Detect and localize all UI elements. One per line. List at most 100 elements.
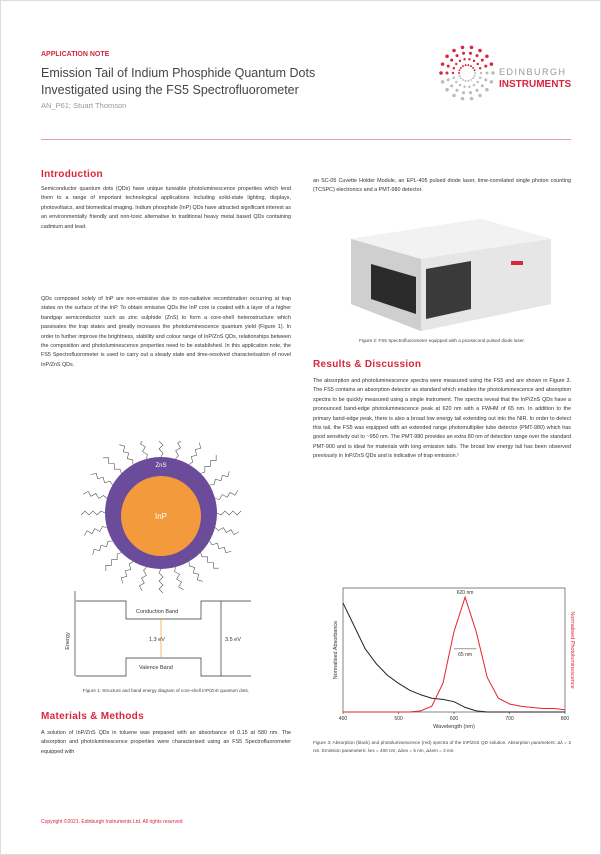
logo-dot	[461, 97, 465, 101]
logo-dot	[441, 80, 445, 84]
logo-dot	[470, 97, 474, 101]
logo-dot	[462, 79, 464, 81]
ligand	[119, 445, 133, 465]
spectrum-line	[343, 603, 565, 712]
paragraph: A solution of InP/ZnS QDs in toluene was…	[41, 729, 291, 757]
ligand	[201, 455, 217, 473]
logo-dot	[460, 67, 462, 69]
ligand	[91, 473, 113, 485]
x-tick-label: 700	[505, 716, 514, 722]
title: Emission Tail of Indium Phosphide Quantu…	[41, 66, 315, 80]
conduction-label: Conduction Band	[136, 609, 178, 615]
heading: Results & Discussion	[313, 359, 421, 370]
logo-dot	[461, 46, 465, 50]
ligand	[84, 527, 107, 536]
ligand	[103, 458, 121, 474]
y2-axis-label: Normalised Photoluminescence	[569, 611, 575, 688]
logo-dot	[478, 94, 482, 98]
heading: Introduction	[41, 169, 103, 180]
logo-dot	[485, 71, 488, 74]
logo-dot	[470, 65, 472, 67]
logo-text: EDINBURGH	[499, 67, 567, 77]
ligand	[215, 527, 239, 534]
logo-dot	[468, 86, 470, 88]
logo-dot	[476, 63, 478, 65]
logo-dot	[485, 88, 489, 92]
title: Investigated using the FS5 Spectrofluoro…	[41, 83, 299, 97]
logo-dot	[467, 64, 469, 66]
logo-dot	[472, 77, 474, 79]
shell-label: ZnS	[155, 463, 166, 469]
logo-dot	[468, 58, 470, 60]
logo-dot	[475, 89, 478, 92]
logo-dot	[453, 67, 455, 69]
x-tick-label: 800	[561, 716, 570, 722]
caption: Figure 2: FS5 Spectrofluorometer equippe…	[313, 337, 571, 345]
ligand	[159, 441, 163, 457]
logo-dot	[441, 62, 445, 66]
logo-dot	[474, 69, 476, 71]
paragraph: an SC-05 Cuvette Holder Module, an EPL-4…	[313, 177, 571, 196]
logo-dot	[467, 80, 469, 82]
plot-frame	[343, 588, 565, 712]
paragraph: The absorption and photoluminescence spe…	[313, 377, 571, 462]
ligand	[189, 561, 203, 581]
annotation: 65 nm	[458, 652, 472, 658]
x-axis-label: Wavelength (nm)	[433, 724, 475, 730]
annotation: 620 nm	[457, 590, 474, 596]
logo-dot	[479, 67, 481, 69]
ligand	[138, 441, 147, 459]
logo-dot	[447, 65, 450, 68]
logo-dot	[479, 77, 481, 79]
logo-dot	[465, 80, 467, 82]
logo-dot	[475, 54, 478, 57]
logo-dot	[452, 49, 456, 53]
gap-label: 3.5 eV	[225, 637, 241, 643]
logo-dot	[465, 64, 467, 66]
ligand	[106, 553, 122, 571]
valence-label: Valence Band	[139, 665, 173, 671]
logo-dot	[481, 59, 484, 62]
logo-dot	[473, 60, 475, 62]
logo-dot	[452, 94, 456, 98]
logo-dot	[459, 60, 461, 62]
axis-label: Energy	[65, 632, 71, 650]
heading: Materials & Methods	[41, 711, 144, 722]
logo-dot	[458, 72, 460, 74]
logo-dot	[455, 63, 457, 65]
logo-dot	[462, 91, 465, 94]
ligand	[175, 441, 182, 459]
logo-dot	[474, 75, 476, 77]
logo-dot	[455, 81, 457, 83]
band-diagram	[75, 591, 251, 676]
ligand	[139, 567, 146, 591]
figure-1: ZnS InP Conduction Band Valence Band 1.3…	[61, 441, 271, 681]
logo-dot	[470, 46, 474, 50]
logo-dot	[462, 52, 465, 55]
x-tick-label: 500	[394, 716, 403, 722]
logo-dot	[473, 84, 475, 86]
logo-dot	[459, 75, 461, 77]
logo-dot	[445, 55, 449, 59]
logo-dot	[445, 71, 448, 74]
instrument-photo	[331, 209, 561, 334]
logo-dot	[484, 65, 487, 68]
paragraph: QDs composed solely of InP are non-emiss…	[41, 295, 291, 370]
x-tick-label: 600	[450, 716, 459, 722]
logo-dot	[470, 79, 472, 81]
logo-dot	[490, 62, 494, 66]
ligand	[201, 553, 219, 569]
ligand	[215, 490, 238, 499]
logo-dot	[445, 88, 449, 92]
paragraph: Semiconductor quantum dots (QDs) have un…	[41, 185, 291, 232]
divider	[41, 139, 571, 140]
logo-dot	[450, 84, 453, 87]
logo-dot	[453, 77, 455, 79]
logo-dot	[463, 86, 465, 88]
ligand	[189, 443, 201, 465]
ligand	[209, 541, 231, 553]
ligand	[93, 541, 113, 555]
ligand	[83, 491, 107, 498]
